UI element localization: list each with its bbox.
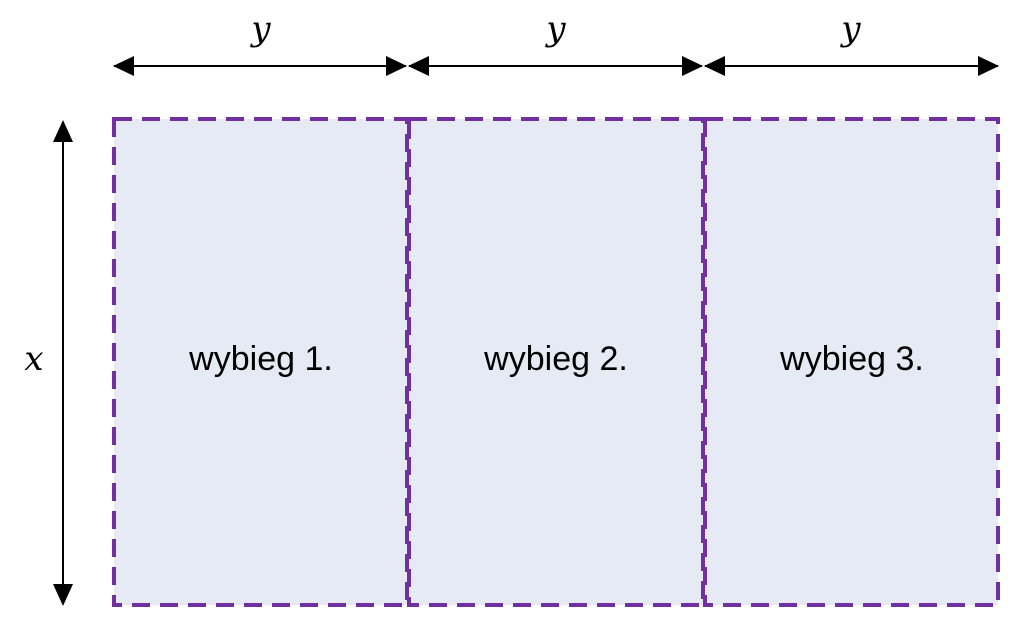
pens [112, 117, 1000, 607]
arrowhead-down [53, 584, 73, 606]
pen-3 [703, 117, 1000, 607]
width-label-1: y [249, 9, 271, 49]
pen-1 [112, 117, 409, 607]
pen-label-1: wybieg 1. [188, 340, 333, 378]
pen-label-3: wybieg 3. [779, 340, 924, 378]
left-dimension-arrow [53, 120, 73, 606]
height-label: x [24, 339, 43, 379]
top-dimension-arrows [113, 56, 999, 76]
arrowhead-right-2 [682, 56, 703, 76]
width-label-2: y [544, 9, 566, 49]
width-label-3: y [839, 9, 861, 49]
pen-label-2: wybieg 2. [483, 340, 628, 378]
arrowhead-left-2 [408, 56, 429, 76]
pen-2 [407, 117, 705, 607]
arrowhead-right-3 [978, 56, 999, 76]
arrowhead-right-1 [386, 56, 407, 76]
arrowhead-left-1 [113, 56, 134, 76]
arrowhead-left-3 [704, 56, 725, 76]
arrowhead-up [53, 120, 73, 142]
